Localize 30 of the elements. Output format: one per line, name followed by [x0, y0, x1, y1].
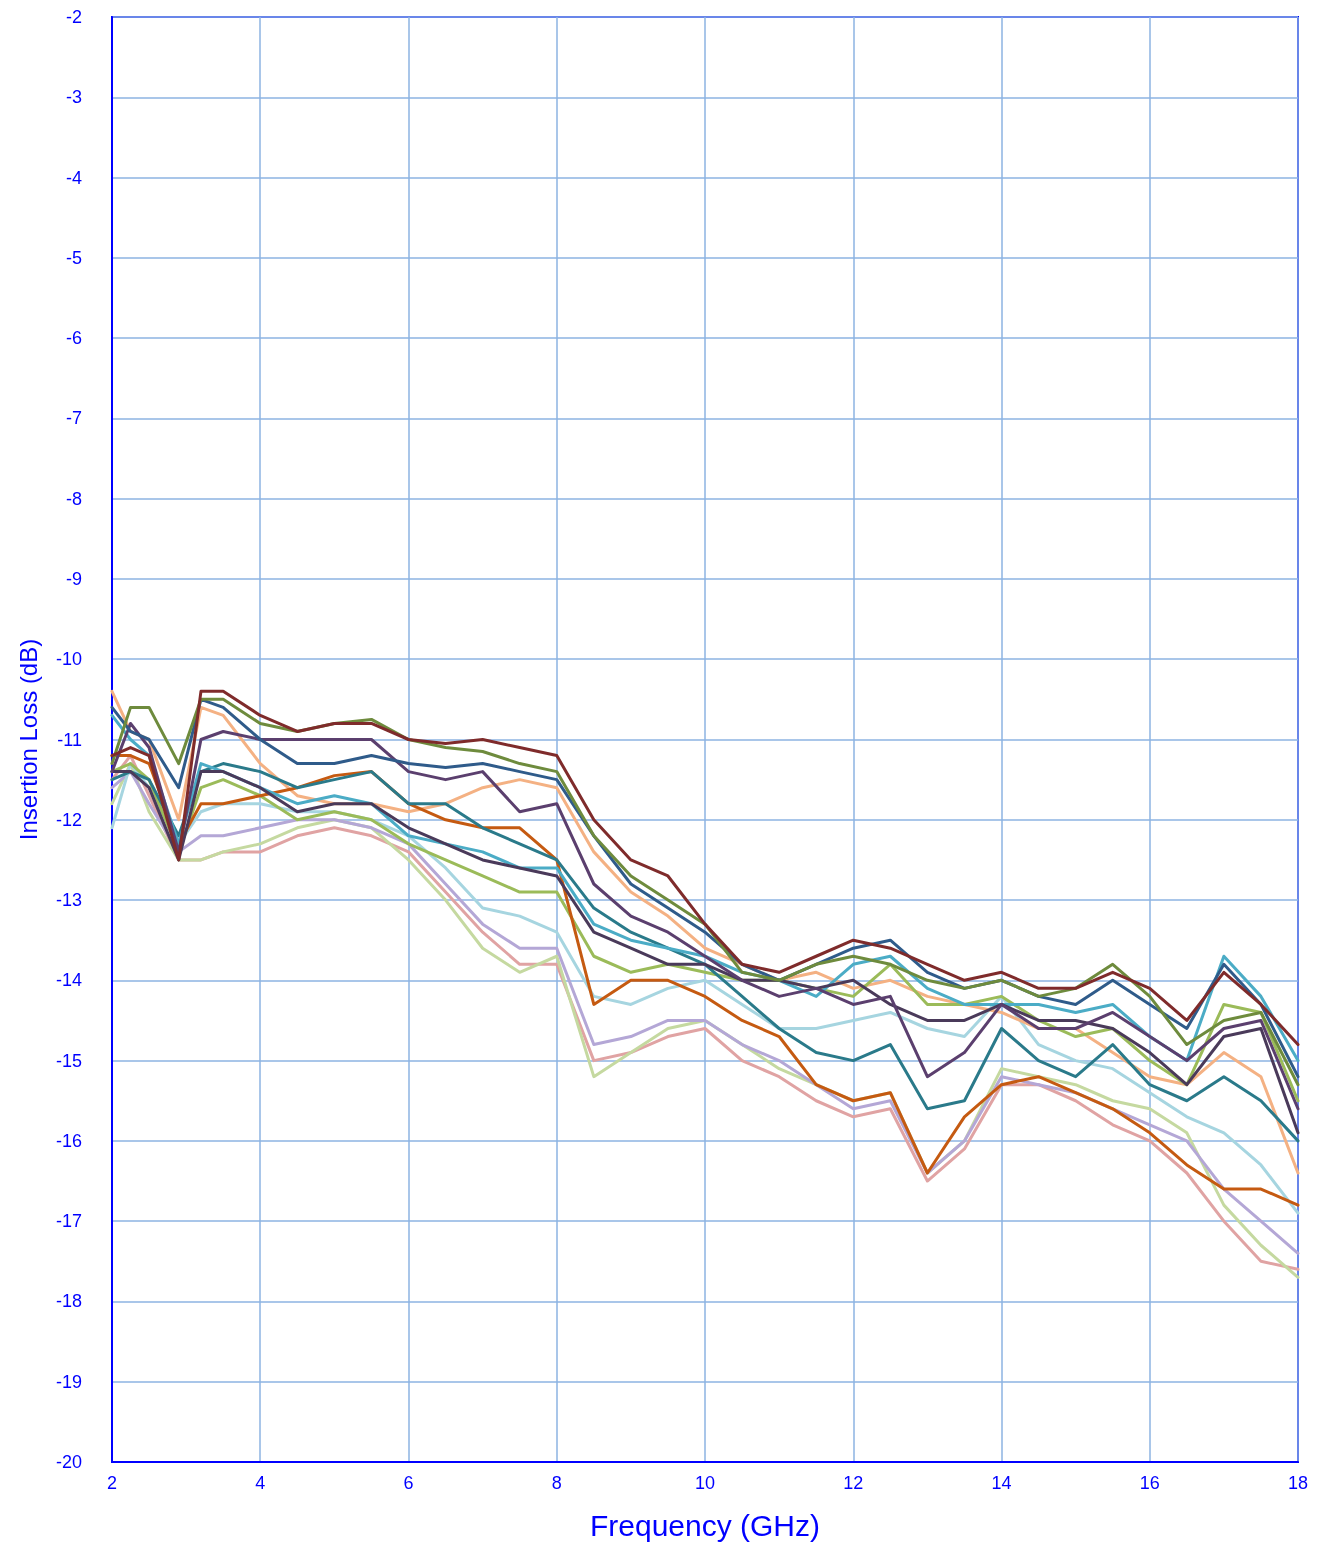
x-tick-label: 12: [843, 1473, 864, 1493]
y-tick-label: -3: [65, 87, 82, 108]
y-tick-label: -19: [55, 1371, 82, 1392]
y-tick-label: -16: [55, 1130, 82, 1151]
x-tick-label: 16: [1139, 1473, 1160, 1493]
y-tick-label: -5: [65, 247, 82, 268]
x-tick-label: 6: [403, 1473, 414, 1493]
y-tick-label: -7: [65, 408, 82, 429]
y-tick-label: -13: [55, 890, 82, 911]
x-tick-label: 14: [991, 1473, 1012, 1493]
x-tick-label: 18: [1287, 1473, 1309, 1493]
y-tick-label: -14: [55, 970, 82, 991]
x-tick-label: 8: [551, 1473, 562, 1493]
x-tick-label: 10: [694, 1473, 716, 1493]
y-tick-label: -15: [55, 1050, 82, 1071]
y-tick-label: -9: [65, 568, 82, 589]
y-tick-label: -10: [55, 649, 82, 670]
x-axis-title: Frequency (GHz): [589, 1508, 821, 1542]
y-tick-label: -2: [65, 7, 82, 27]
y-tick-label: -20: [55, 1452, 82, 1472]
y-tick-label: -17: [55, 1211, 82, 1232]
y-tick-label: -4: [65, 167, 82, 188]
x-tick-label: 4: [255, 1473, 266, 1493]
y-tick-label: -12: [55, 809, 82, 830]
x-tick-label: 2: [106, 1473, 118, 1493]
y-tick-label: -6: [65, 328, 82, 349]
y-axis-title: Insertion Loss (dB): [14, 638, 42, 841]
y-tick-label: -18: [55, 1291, 82, 1312]
y-tick-label: -11: [57, 729, 82, 750]
y-tick-label: -8: [65, 488, 82, 509]
